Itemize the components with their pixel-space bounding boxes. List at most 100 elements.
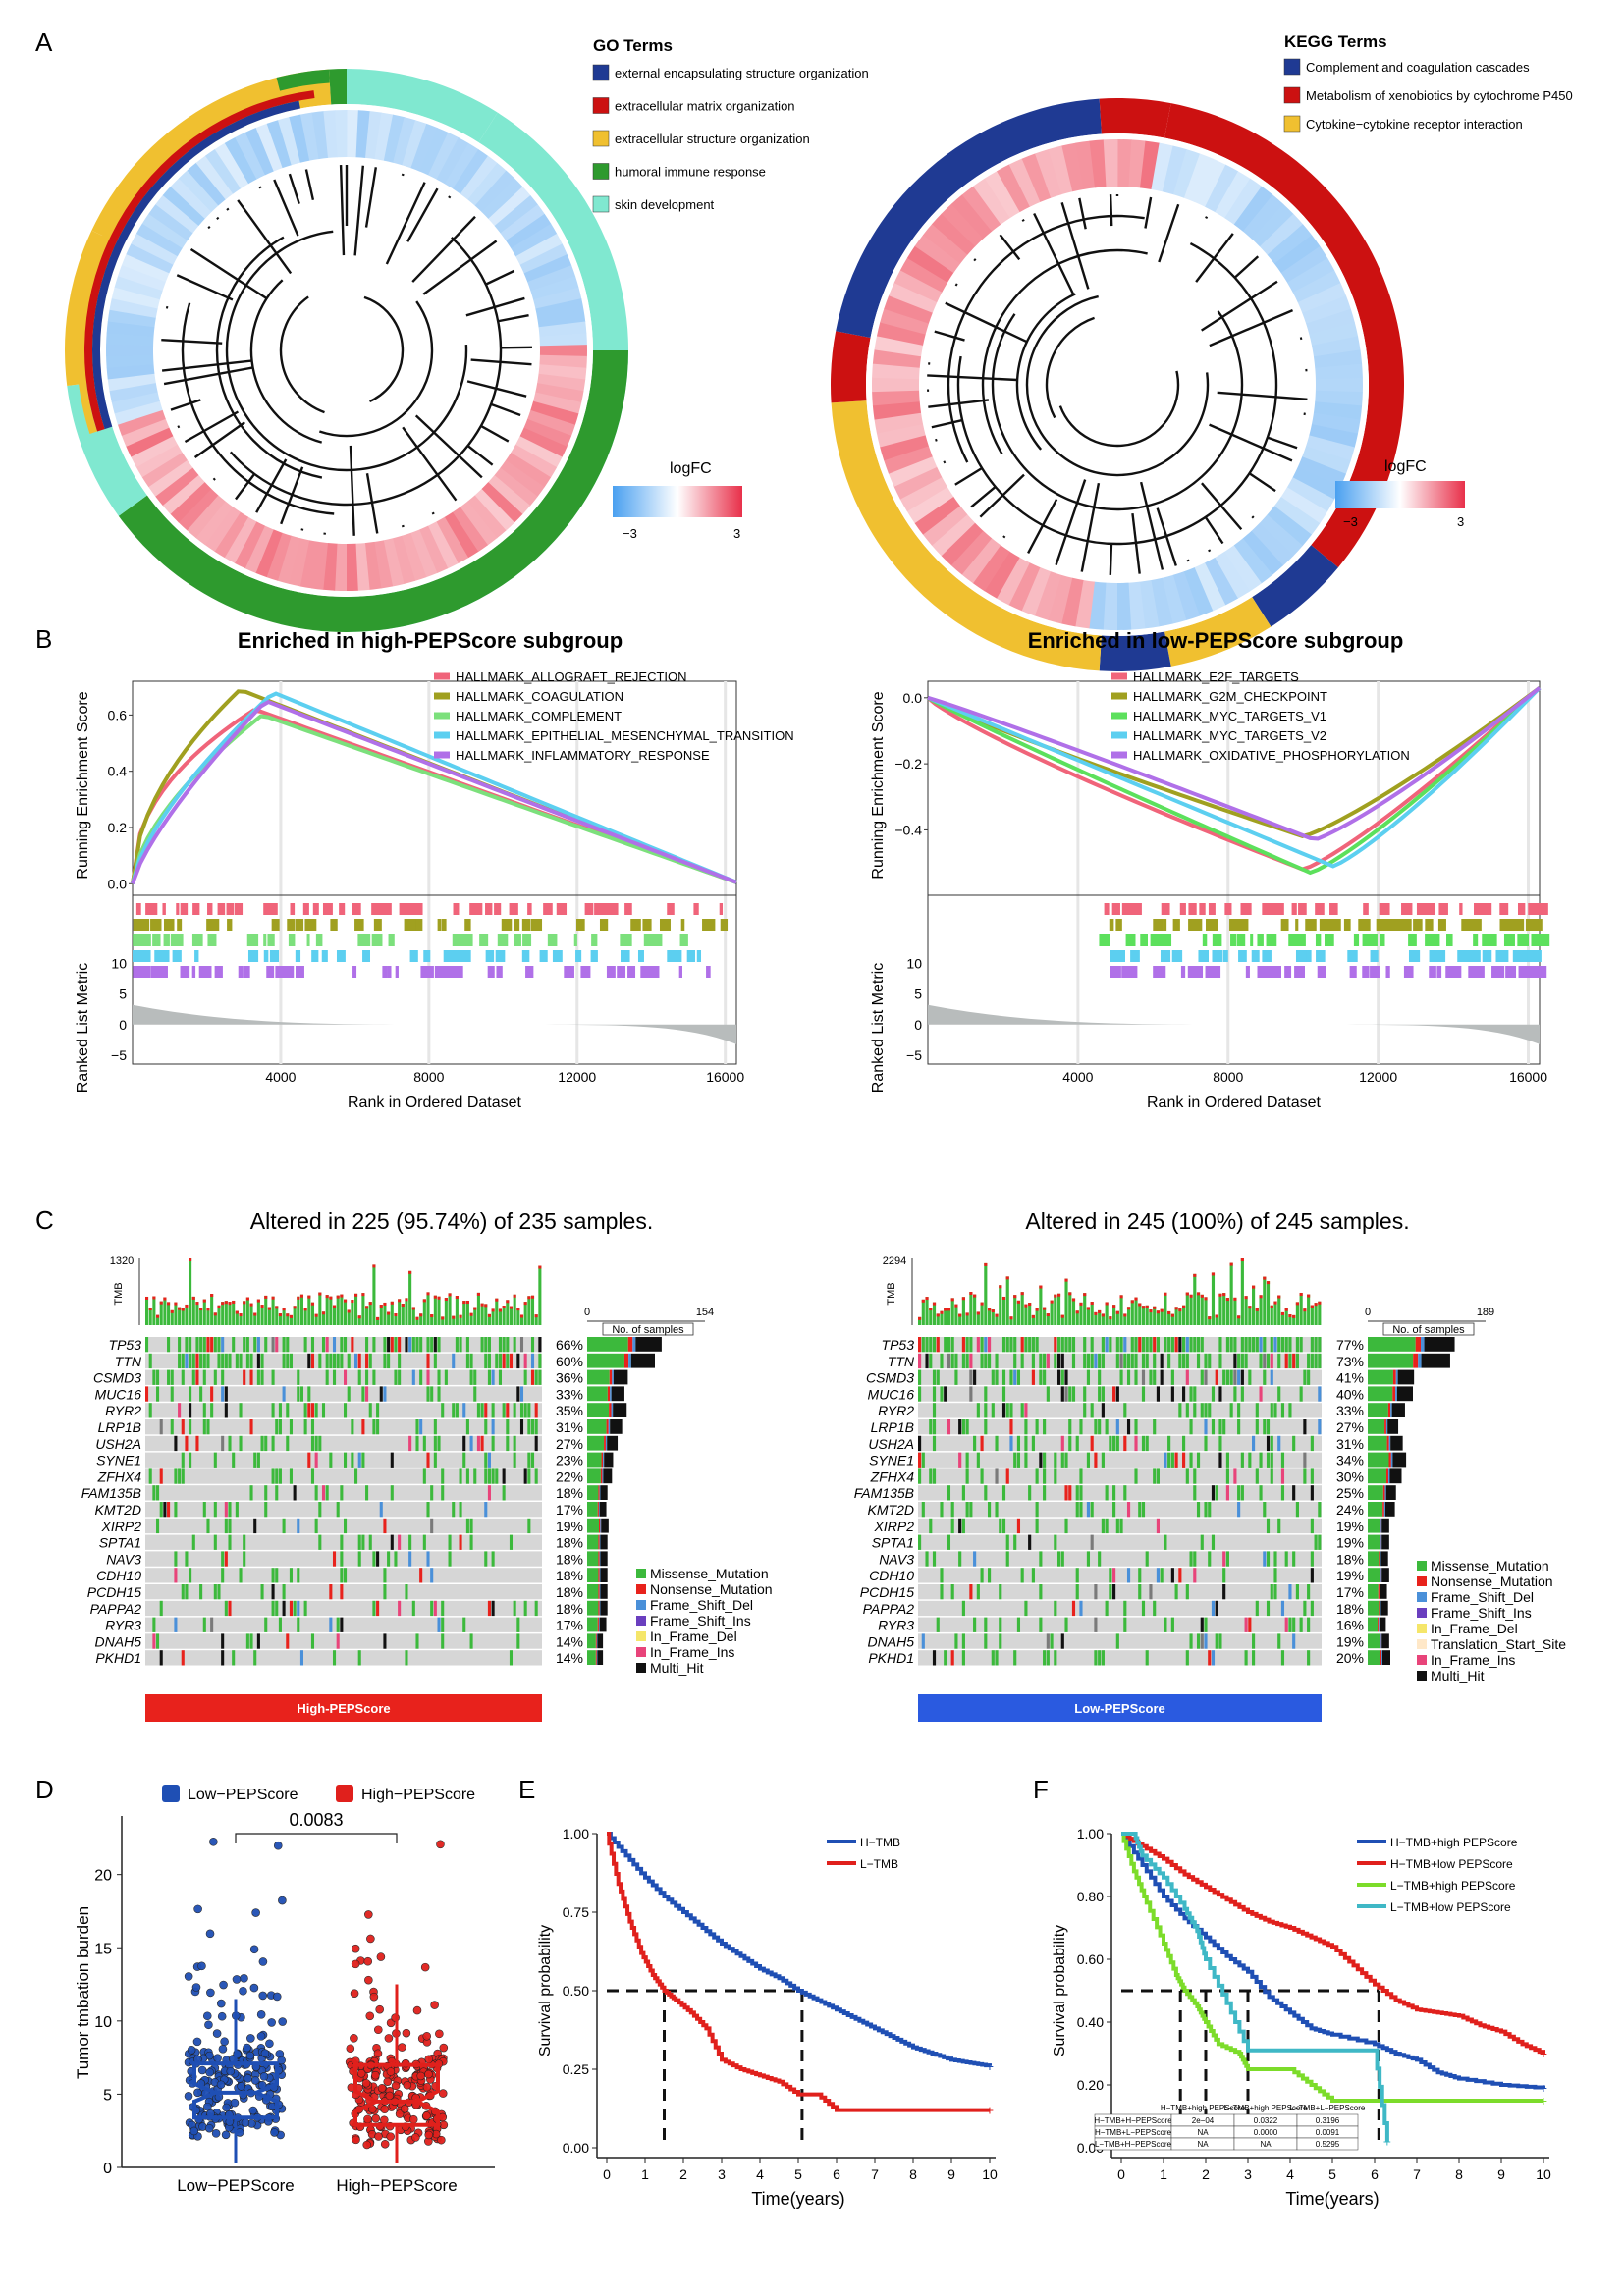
hit-rug <box>1115 919 1122 931</box>
mutation-cell <box>368 1534 372 1550</box>
mutation-cell <box>1039 1617 1043 1632</box>
mutation-cell <box>275 1485 279 1501</box>
mutation-cell <box>318 1502 322 1518</box>
logfc-cell <box>1034 148 1062 198</box>
dendrogram-branch <box>934 330 965 342</box>
mutation-cell <box>245 1353 249 1369</box>
mutation-cell <box>1054 1468 1057 1484</box>
data-point <box>384 2034 394 2043</box>
hit-rug <box>1131 966 1138 978</box>
mutation-cell <box>332 1369 337 1385</box>
logfc-cell <box>323 110 338 158</box>
mut-legend-label: Frame_Shift_Ins <box>650 1613 751 1629</box>
mutation-cell <box>1255 1600 1259 1617</box>
mutation-cell <box>1208 1403 1212 1418</box>
mutation-cell <box>271 1403 275 1418</box>
mutation-cell <box>426 1369 430 1385</box>
mutation-cell <box>256 1353 260 1369</box>
tmb-bar-top <box>1270 1305 1273 1308</box>
tmb-bar-top <box>1075 1310 1079 1314</box>
mutation-cell <box>1240 1369 1244 1385</box>
tmb-bar-top <box>1295 1302 1299 1306</box>
logfc-cell <box>131 233 179 265</box>
mut-legend-swatch <box>1417 1639 1427 1649</box>
tmb-bar-top <box>976 1311 980 1315</box>
mutation-cell <box>174 1502 178 1518</box>
hit-rug <box>594 903 605 915</box>
mutation-cell <box>368 1403 372 1418</box>
mut-legend-label: Frame_Shift_Del <box>1431 1589 1534 1605</box>
count-bar-fsdel <box>1379 1617 1380 1632</box>
mut-legend-swatch <box>636 1647 646 1657</box>
logfc-cell <box>311 111 329 160</box>
tmb-bar-top <box>1218 1293 1222 1297</box>
logfc-cell <box>105 344 154 356</box>
count-bar-fsdel <box>608 1419 611 1434</box>
mutation-cell <box>189 1419 192 1435</box>
mutation-cell <box>498 1353 502 1369</box>
mutation-cell <box>1105 1485 1109 1501</box>
tmb-bar <box>1252 1285 1256 1325</box>
oncogrid-row-bg <box>145 1386 542 1402</box>
mutation-cell <box>1225 1468 1229 1484</box>
tmb-bar-top <box>465 1300 469 1304</box>
tmb-bar <box>282 1308 286 1325</box>
hit-rug <box>543 903 553 915</box>
mutation-cell <box>491 1403 495 1418</box>
metric-tick-label: 0 <box>119 1017 127 1033</box>
tmb-bar <box>174 1302 178 1325</box>
logfc-cell <box>452 507 489 553</box>
tmb-bar-top <box>278 1313 282 1317</box>
data-point <box>191 1983 201 1992</box>
dendrogram-branch <box>385 182 426 265</box>
mutation-cell <box>1149 1369 1153 1385</box>
mutation-cell <box>1001 1518 1006 1534</box>
tmb-bar-top <box>1039 1285 1043 1289</box>
hit-rug <box>686 950 696 962</box>
mutation-cell <box>491 1435 495 1452</box>
gene-label: CSMD3 <box>866 1370 914 1386</box>
mutation-cell <box>441 1600 445 1617</box>
logfc-cell <box>1103 582 1117 630</box>
hit-rug <box>1316 950 1321 962</box>
hit-rug <box>1527 966 1537 978</box>
hit-rug <box>1403 966 1414 978</box>
mutation-cell <box>1094 1650 1098 1666</box>
mutation-cell <box>379 1502 383 1518</box>
mutation-cell <box>430 1337 434 1353</box>
mutation-cell <box>1028 1337 1032 1353</box>
logfc-cell <box>1292 270 1341 303</box>
mutation-cell <box>1101 1452 1105 1468</box>
x-tick-label: 16000 <box>706 1069 744 1085</box>
mutation-cell <box>1318 1419 1322 1435</box>
mut-legend-swatch <box>1417 1608 1427 1618</box>
tmb-bar <box>1068 1292 1072 1325</box>
tmb-bar <box>1160 1308 1164 1325</box>
logfc-cell <box>364 541 382 590</box>
gene-label: CSMD3 <box>93 1370 141 1386</box>
x-tick-label: 8 <box>909 2166 917 2182</box>
mutation-cell <box>465 1353 469 1369</box>
tmb-bar-top <box>228 1302 232 1306</box>
count-bar-nonsense <box>1384 1419 1386 1434</box>
mutation-cell <box>1064 1369 1068 1385</box>
mutation-cell <box>278 1403 282 1418</box>
tmb-bar <box>1153 1306 1157 1325</box>
mutation-cell <box>357 1534 361 1550</box>
mutation-cell <box>932 1369 937 1385</box>
hit-rug <box>1324 934 1331 946</box>
tmb-bar <box>232 1300 236 1325</box>
oncogrid-row-bg <box>918 1403 1322 1418</box>
tmb-bar <box>325 1295 329 1325</box>
tmb-bar <box>538 1265 542 1325</box>
tmb-bar <box>1174 1307 1178 1325</box>
data-point <box>416 2071 426 2081</box>
tmb-bar <box>465 1300 469 1325</box>
mutation-cell <box>289 1600 293 1617</box>
mutation-cell <box>932 1650 937 1666</box>
mutation-cell <box>527 1452 531 1468</box>
tmb-bar-top <box>243 1301 246 1305</box>
hit-rug <box>1299 950 1307 962</box>
tmb-bar <box>318 1292 322 1325</box>
tmb-bar-top <box>1145 1305 1149 1308</box>
